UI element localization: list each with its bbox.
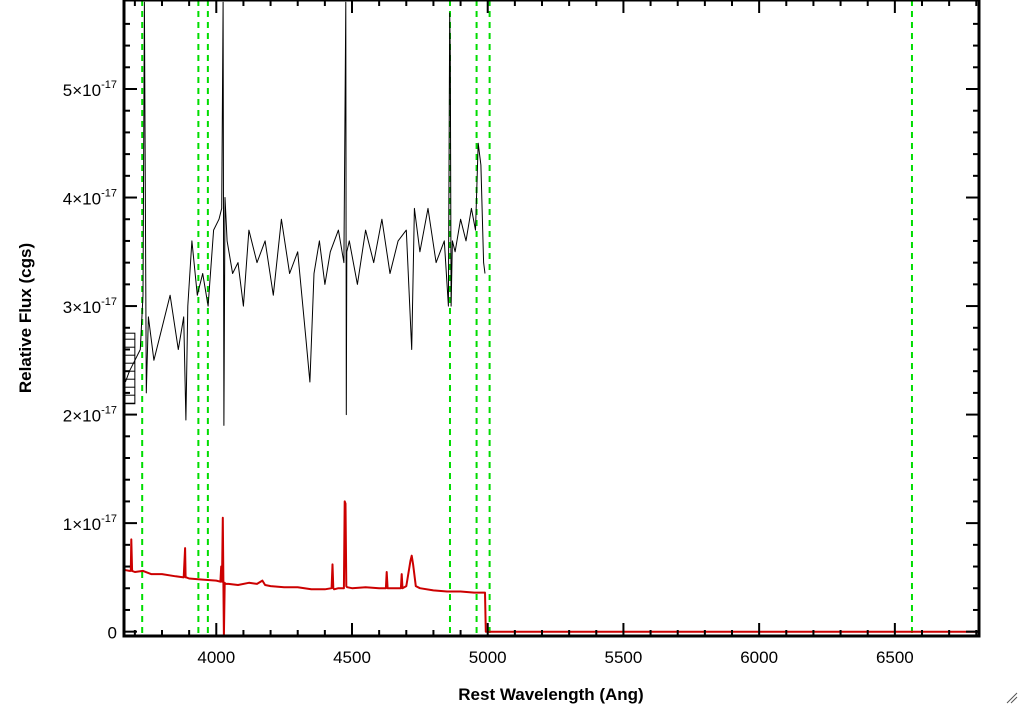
emission-line-markers	[141, 0, 913, 636]
x-tick-label: 5500	[605, 648, 643, 667]
model-spectrum-line	[123, 500, 979, 637]
tick-labels: 4000 4500 5000 5500 6000 6500 0 1×10-17 2×10-17 3…	[63, 79, 914, 667]
y-axis-title: Relative Flux (cgs)	[16, 243, 35, 393]
x-tick-label: 6000	[740, 648, 778, 667]
series-layer	[123, 1, 979, 637]
x-tick-label: 6500	[876, 648, 914, 667]
x-tick-label: 4000	[197, 648, 235, 667]
y-tick-label: 3×10-17	[63, 296, 117, 317]
plot-frame	[122, 0, 981, 638]
observed-spectrum-line	[124, 1, 486, 426]
y-tick-label: 0	[108, 624, 117, 643]
y-tick-label: 4×10-17	[63, 188, 117, 209]
x-axis-title: Rest Wavelength (Ang)	[458, 685, 643, 704]
axes	[122, 0, 981, 638]
y-tick-label: 5×10-17	[63, 79, 117, 100]
x-tick-label: 5000	[469, 648, 507, 667]
y-tick-label: 2×10-17	[63, 405, 117, 426]
resize-grip-icon[interactable]	[1004, 690, 1018, 704]
x-tick-label: 4500	[333, 648, 371, 667]
y-tick-label: 1×10-17	[63, 513, 117, 534]
